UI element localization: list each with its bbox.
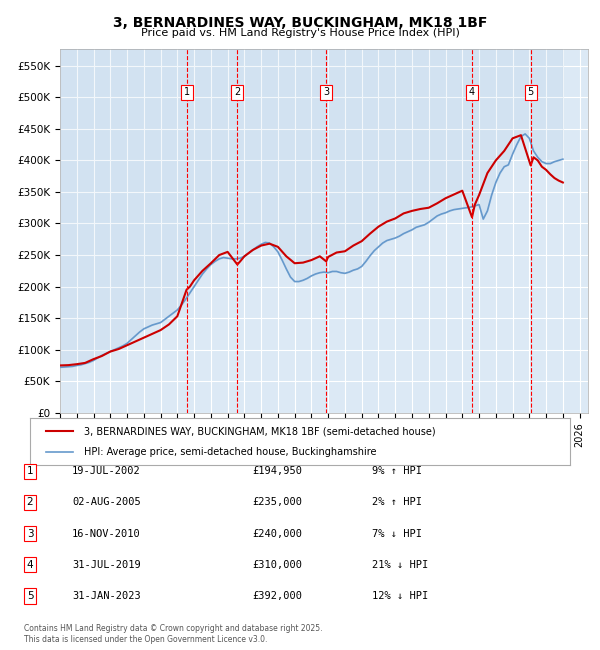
Text: 2: 2 [26, 497, 34, 508]
Text: £310,000: £310,000 [252, 560, 302, 570]
Text: 3: 3 [323, 88, 329, 97]
Text: 7% ↓ HPI: 7% ↓ HPI [372, 528, 422, 539]
Text: 02-AUG-2005: 02-AUG-2005 [72, 497, 141, 508]
Text: 3, BERNARDINES WAY, BUCKINGHAM, MK18 1BF (semi-detached house): 3, BERNARDINES WAY, BUCKINGHAM, MK18 1BF… [84, 426, 436, 436]
Text: 19-JUL-2002: 19-JUL-2002 [72, 466, 141, 476]
Text: £240,000: £240,000 [252, 528, 302, 539]
Text: HPI: Average price, semi-detached house, Buckinghamshire: HPI: Average price, semi-detached house,… [84, 447, 377, 457]
Text: 21% ↓ HPI: 21% ↓ HPI [372, 560, 428, 570]
Text: 4: 4 [469, 88, 475, 97]
Text: 12% ↓ HPI: 12% ↓ HPI [372, 591, 428, 601]
Text: £392,000: £392,000 [252, 591, 302, 601]
Text: 5: 5 [527, 88, 534, 97]
Text: 2: 2 [234, 88, 241, 97]
Text: 1: 1 [184, 88, 190, 97]
Text: £194,950: £194,950 [252, 466, 302, 476]
Text: 5: 5 [26, 591, 34, 601]
Text: Contains HM Land Registry data © Crown copyright and database right 2025.
This d: Contains HM Land Registry data © Crown c… [24, 624, 323, 644]
Text: £235,000: £235,000 [252, 497, 302, 508]
Text: 3: 3 [26, 528, 34, 539]
Text: 16-NOV-2010: 16-NOV-2010 [72, 528, 141, 539]
Text: 4: 4 [26, 560, 34, 570]
Text: 31-JAN-2023: 31-JAN-2023 [72, 591, 141, 601]
Text: 3, BERNARDINES WAY, BUCKINGHAM, MK18 1BF: 3, BERNARDINES WAY, BUCKINGHAM, MK18 1BF [113, 16, 487, 31]
Text: 31-JUL-2019: 31-JUL-2019 [72, 560, 141, 570]
Text: Price paid vs. HM Land Registry's House Price Index (HPI): Price paid vs. HM Land Registry's House … [140, 28, 460, 38]
Text: 2% ↑ HPI: 2% ↑ HPI [372, 497, 422, 508]
Text: 9% ↑ HPI: 9% ↑ HPI [372, 466, 422, 476]
Text: 1: 1 [26, 466, 34, 476]
